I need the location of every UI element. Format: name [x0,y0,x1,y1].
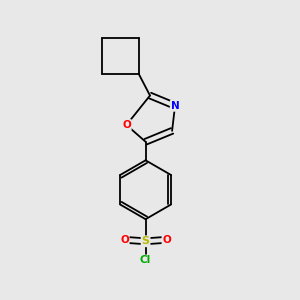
Text: O: O [162,235,171,245]
Text: Cl: Cl [140,255,151,266]
Text: O: O [120,235,129,245]
Text: O: O [122,120,131,130]
Text: N: N [171,101,179,111]
Text: S: S [142,236,150,246]
